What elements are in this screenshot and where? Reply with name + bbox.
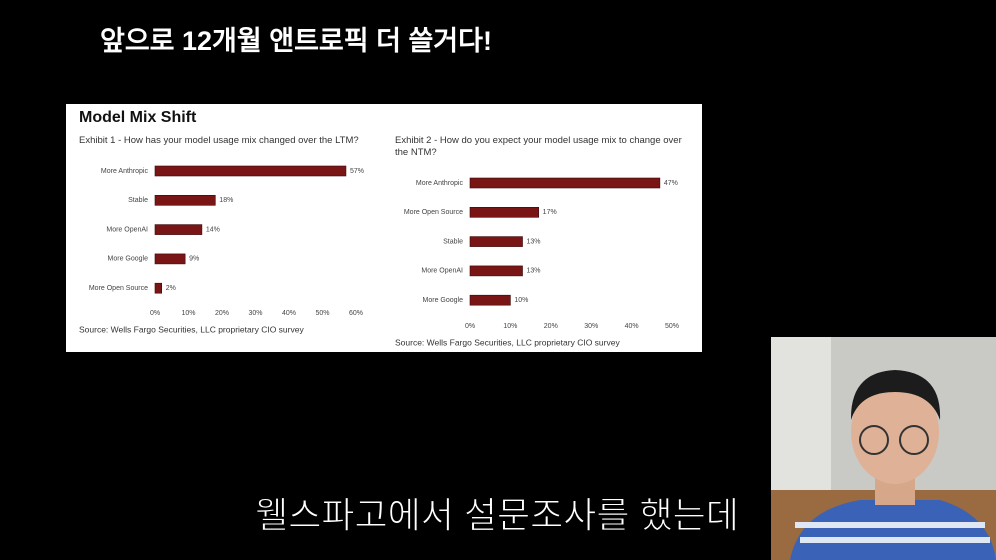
chart-title: Exhibit 1 - How has your model usage mix… — [79, 135, 359, 146]
value-label: 9% — [189, 256, 199, 263]
video-title: 앞으로 12개월 앤트로픽 더 쓸거다! — [100, 26, 492, 56]
x-tick-label: 60% — [349, 310, 363, 317]
source-note: Source: Wells Fargo Securities, LLC prop… — [395, 337, 620, 347]
value-label: 17% — [543, 209, 557, 216]
value-label: 10% — [514, 297, 528, 304]
category-label: Stable — [128, 197, 148, 204]
value-label: 13% — [527, 238, 541, 245]
bar — [154, 195, 216, 206]
x-tick-label: 0% — [465, 323, 475, 330]
value-label: 2% — [166, 285, 176, 292]
x-tick-label: 40% — [625, 323, 639, 330]
value-label: 18% — [219, 197, 233, 204]
bar — [469, 236, 523, 247]
bar — [469, 177, 661, 189]
x-tick-label: 10% — [181, 310, 195, 317]
x-tick-label: 50% — [665, 323, 679, 330]
value-label: 13% — [527, 268, 541, 275]
category-label: More Google — [423, 297, 464, 304]
bar — [469, 294, 511, 306]
panel-title: Model Mix Shift — [79, 109, 197, 126]
bar — [469, 265, 523, 277]
category-label: More Open Source — [404, 209, 463, 216]
x-tick-label: 0% — [150, 310, 160, 317]
source-note: Source: Wells Fargo Securities, LLC prop… — [79, 324, 304, 334]
bar — [469, 207, 539, 218]
x-tick-label: 10% — [503, 323, 517, 330]
value-label: 14% — [206, 226, 220, 233]
bar — [154, 282, 162, 294]
webcam — [771, 337, 996, 560]
category-label: More Anthropic — [416, 180, 464, 187]
chart-title: Exhibit 2 - How do you expect your model… — [395, 135, 682, 158]
category-label: More OpenAI — [421, 268, 463, 275]
category-label: More OpenAI — [106, 226, 148, 233]
x-tick-label: 30% — [584, 323, 598, 330]
bar — [154, 253, 186, 265]
x-tick-label: 30% — [248, 310, 262, 317]
category-label: More Open Source — [89, 285, 148, 292]
x-tick-label: 40% — [282, 310, 296, 317]
bar — [154, 165, 347, 177]
value-label: 57% — [350, 168, 364, 175]
category-label: Stable — [443, 238, 463, 245]
x-tick-label: 20% — [544, 323, 558, 330]
category-label: More Google — [108, 256, 149, 263]
category-label: More Anthropic — [101, 168, 149, 175]
value-label: 47% — [664, 180, 678, 187]
x-tick-label: 50% — [315, 310, 329, 317]
bar — [154, 224, 203, 235]
x-tick-label: 20% — [215, 310, 229, 317]
subtitle: 웰스파고에서 설문조사를 했는데 — [255, 495, 739, 536]
